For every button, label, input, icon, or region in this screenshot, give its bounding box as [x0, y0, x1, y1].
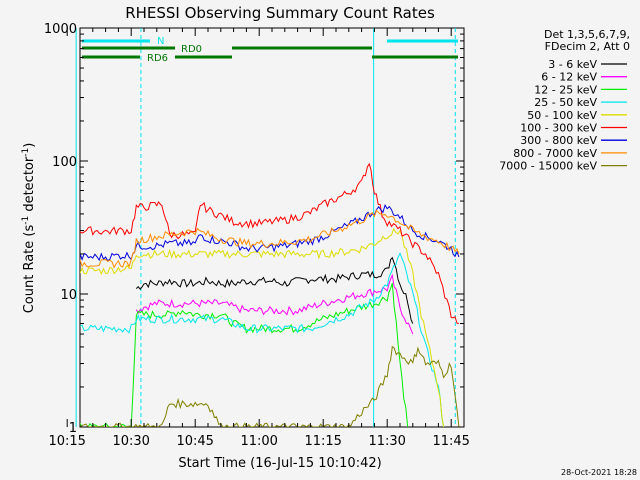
legend-label: 7000 - 15000 keV [499, 160, 597, 173]
annotation-layer: N RD0 RD6 [75, 28, 458, 427]
series-layer [80, 162, 460, 427]
y-tick-label: 100 [52, 155, 77, 170]
axes-layer: 1 10 100 1000 10:15 10:30 10:45 11:00 11:15 11:30… [44, 22, 470, 449]
legend-label: 800 - 7000 keV [513, 147, 597, 160]
rd0-label: RD0 [181, 44, 202, 55]
rd6-label: RD6 [147, 53, 168, 64]
timestamp: 28-Oct-2021 18:28 [561, 468, 637, 477]
series-line-1 [135, 273, 414, 335]
series-line-8 [80, 345, 460, 427]
plot-area [79, 27, 465, 428]
x-tick-label: 10:30 [112, 434, 149, 449]
series-line-6 [80, 203, 460, 262]
chart-title: RHESSI Observing Summary Count Rates [125, 4, 435, 22]
legend-label: 12 - 25 keV [534, 83, 597, 96]
x-tick-label: 11:00 [240, 434, 277, 449]
legend-label: 3 - 6 keV [548, 58, 597, 71]
series-line-7 [80, 209, 460, 269]
x-tick-label: 10:45 [176, 434, 213, 449]
legend-label: 50 - 100 keV [527, 109, 597, 122]
x-tick-label: 11:15 [304, 434, 341, 449]
night-label: N [157, 36, 164, 47]
series-line-0 [135, 256, 414, 324]
series-line-5 [80, 162, 459, 324]
x-axis-label: Start Time (16-Jul-15 10:10:42) [178, 456, 381, 471]
legend-header: FDecim 2, Att 0 [545, 40, 630, 53]
legend-label: 100 - 300 keV [520, 122, 597, 135]
y-tick-label: 1000 [44, 22, 77, 37]
y-tick-label: 10 [60, 288, 77, 303]
legend: Det 1,3,5,6,7,9,FDecim 2, Att 0 3 - 6 keV… [499, 28, 630, 173]
legend-label: 300 - 800 keV [520, 134, 597, 147]
y-tick-label: 1 [69, 421, 77, 436]
legend-label: 25 - 50 keV [534, 96, 597, 109]
series-line-4 [80, 227, 444, 427]
legend-label: 6 - 12 keV [541, 71, 597, 84]
x-tick-label: 11:45 [432, 434, 469, 449]
x-tick-label: 11:30 [368, 434, 405, 449]
x-tick-label: 10:15 [48, 434, 85, 449]
legend-header: Det 1,3,5,6,7,9, [544, 28, 630, 41]
y-axis-label: Count Rate (s-1 detector-1) [21, 143, 37, 314]
series-line-3 [80, 252, 444, 427]
